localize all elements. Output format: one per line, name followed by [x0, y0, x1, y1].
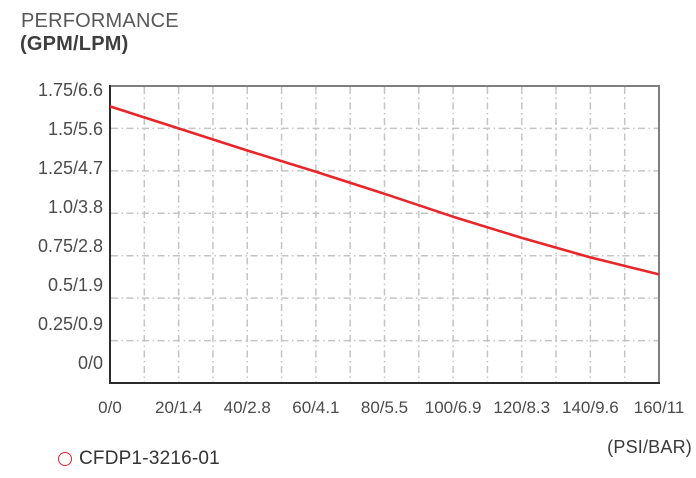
x-tick-label: 140/9.6 — [562, 398, 619, 417]
x-tick-label: 60/4.1 — [292, 398, 340, 417]
performance-curve — [109, 105, 660, 276]
x-tick-label: 40/2.8 — [223, 398, 271, 417]
y-tick-label: 0.5/1.9 — [47, 275, 103, 295]
chart-title: PERFORMANCE — [21, 10, 179, 32]
y-tick-label: 1.25/4.7 — [37, 158, 103, 178]
legend: CFDP1-3216-01 — [58, 447, 220, 471]
x-tick-label: 120/8.3 — [493, 398, 551, 417]
legend-series-label: CFDP1-3216-01 — [79, 448, 220, 469]
y-axis-unit-label: (GPM/LPM) — [20, 33, 129, 55]
x-axis-unit-label: (PSI/BAR) — [607, 437, 692, 457]
x-tick-label: 80/5.5 — [360, 398, 409, 417]
y-tick-label: 1.5/5.6 — [47, 119, 103, 139]
y-tick-label: 0.75/2.8 — [37, 236, 103, 256]
y-tick-label: 1.0/3.8 — [47, 197, 103, 217]
x-tick-label: 0/0 — [98, 398, 122, 417]
y-tick-label: 0/0 — [77, 353, 103, 373]
x-tick-label: 160/11 — [633, 398, 685, 417]
y-tick-label: 0.25/0.9 — [37, 314, 103, 334]
x-tick-label: 100/6.9 — [424, 398, 482, 417]
legend-circle-marker-icon — [58, 452, 72, 466]
y-tick-label: 1.75/6.6 — [37, 80, 103, 100]
x-tick-label: 20/1.4 — [154, 398, 203, 417]
